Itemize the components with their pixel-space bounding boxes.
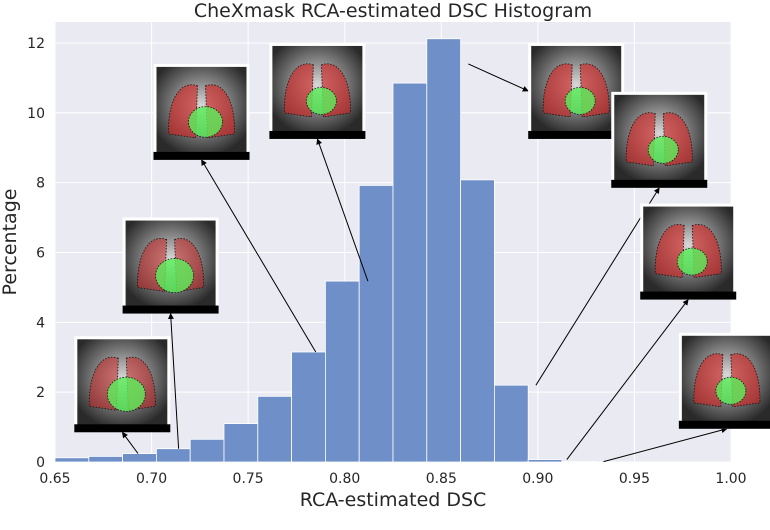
histogram-bar bbox=[54, 457, 90, 463]
histogram-bar bbox=[223, 423, 259, 463]
x-tick-label: 0.80 bbox=[329, 471, 360, 487]
thumbnail-bar bbox=[611, 179, 708, 188]
histogram-bar bbox=[189, 438, 225, 463]
annotation-arrow bbox=[316, 138, 369, 282]
heart-mask bbox=[106, 376, 146, 412]
histogram-bar bbox=[324, 280, 360, 463]
histogram-bar bbox=[122, 453, 157, 463]
heart-mask bbox=[305, 87, 337, 115]
thumbnail-bar bbox=[269, 130, 366, 139]
x-tick-label: 0.75 bbox=[233, 471, 264, 487]
annotation-arrow bbox=[566, 299, 689, 460]
thumbnail-bar bbox=[122, 305, 219, 314]
x-axis-label: RCA-estimated DSC bbox=[300, 489, 487, 511]
heart-mask bbox=[188, 106, 223, 138]
annotation-arrow bbox=[603, 427, 728, 463]
heart-mask bbox=[647, 135, 679, 164]
annotation-arrow bbox=[535, 187, 660, 386]
x-tick-label: 0.90 bbox=[522, 471, 553, 487]
thumbnail-bar bbox=[74, 424, 171, 433]
xray-thumbnail bbox=[122, 217, 219, 314]
x-tick-label: 0.95 bbox=[619, 471, 650, 487]
xray-thumbnail bbox=[640, 203, 737, 300]
y-axis-label: Percentage bbox=[0, 189, 21, 296]
lung-left-mask bbox=[625, 112, 656, 167]
histogram-bar bbox=[88, 456, 124, 463]
histogram-bar bbox=[493, 384, 529, 463]
y-tick-labels: 0 2 4 6 8 10 12 bbox=[27, 36, 45, 471]
bars bbox=[54, 38, 597, 463]
histogram-bar bbox=[291, 351, 326, 463]
annotation-arrows bbox=[121, 63, 728, 463]
heart-mask bbox=[715, 376, 747, 405]
chart-title: CheXmask RCA-estimated DSC Histogram bbox=[194, 0, 592, 22]
y-tick-label: 2 bbox=[36, 385, 45, 401]
x-tick-labels: 0.65 0.70 0.75 0.80 0.85 0.90 0.95 1.00 bbox=[39, 471, 746, 487]
y-tick-label: 10 bbox=[27, 106, 45, 122]
xray-thumbnail bbox=[678, 332, 770, 429]
y-tick-label: 8 bbox=[36, 176, 45, 192]
lung-left-mask bbox=[542, 63, 573, 118]
annotation-arrow bbox=[121, 431, 139, 454]
xray-thumbnail bbox=[611, 91, 708, 188]
histogram-bar bbox=[155, 448, 191, 463]
histogram-bar bbox=[358, 185, 394, 463]
lung-left-mask bbox=[654, 224, 685, 279]
heart-mask bbox=[155, 258, 195, 294]
thumbnail-bar bbox=[678, 420, 770, 429]
xray-thumbnail bbox=[269, 42, 366, 139]
xray-thumbnail bbox=[74, 336, 171, 433]
histogram-bar bbox=[257, 395, 292, 463]
xray-thumbnail bbox=[153, 63, 250, 160]
thumbnail-bar bbox=[640, 291, 737, 300]
y-tick-label: 12 bbox=[27, 36, 45, 52]
thumbnail-bar bbox=[528, 130, 625, 139]
annotation-arrow bbox=[167, 312, 180, 449]
histogram-bar bbox=[392, 82, 428, 463]
xray-thumbnail bbox=[528, 42, 625, 139]
y-tick-label: 0 bbox=[36, 455, 45, 471]
lung-left-mask bbox=[693, 353, 724, 408]
lung-left-mask bbox=[283, 63, 314, 118]
thumbnail-bar bbox=[153, 151, 250, 160]
x-tick-label: 0.65 bbox=[39, 471, 70, 487]
x-tick-label: 0.70 bbox=[136, 471, 167, 487]
histogram-bar bbox=[527, 459, 563, 463]
xray-thumbnails bbox=[74, 42, 770, 433]
y-tick-label: 4 bbox=[36, 315, 45, 331]
annotation-arrow bbox=[468, 63, 529, 92]
x-tick-label: 1.00 bbox=[715, 471, 746, 487]
x-tick-label: 0.85 bbox=[426, 471, 457, 487]
heart-mask bbox=[676, 247, 708, 276]
heart-mask bbox=[564, 87, 596, 115]
histogram-bar bbox=[460, 179, 495, 463]
histogram-bar bbox=[426, 38, 461, 463]
annotation-arrow bbox=[201, 159, 317, 353]
y-tick-label: 6 bbox=[36, 245, 45, 261]
